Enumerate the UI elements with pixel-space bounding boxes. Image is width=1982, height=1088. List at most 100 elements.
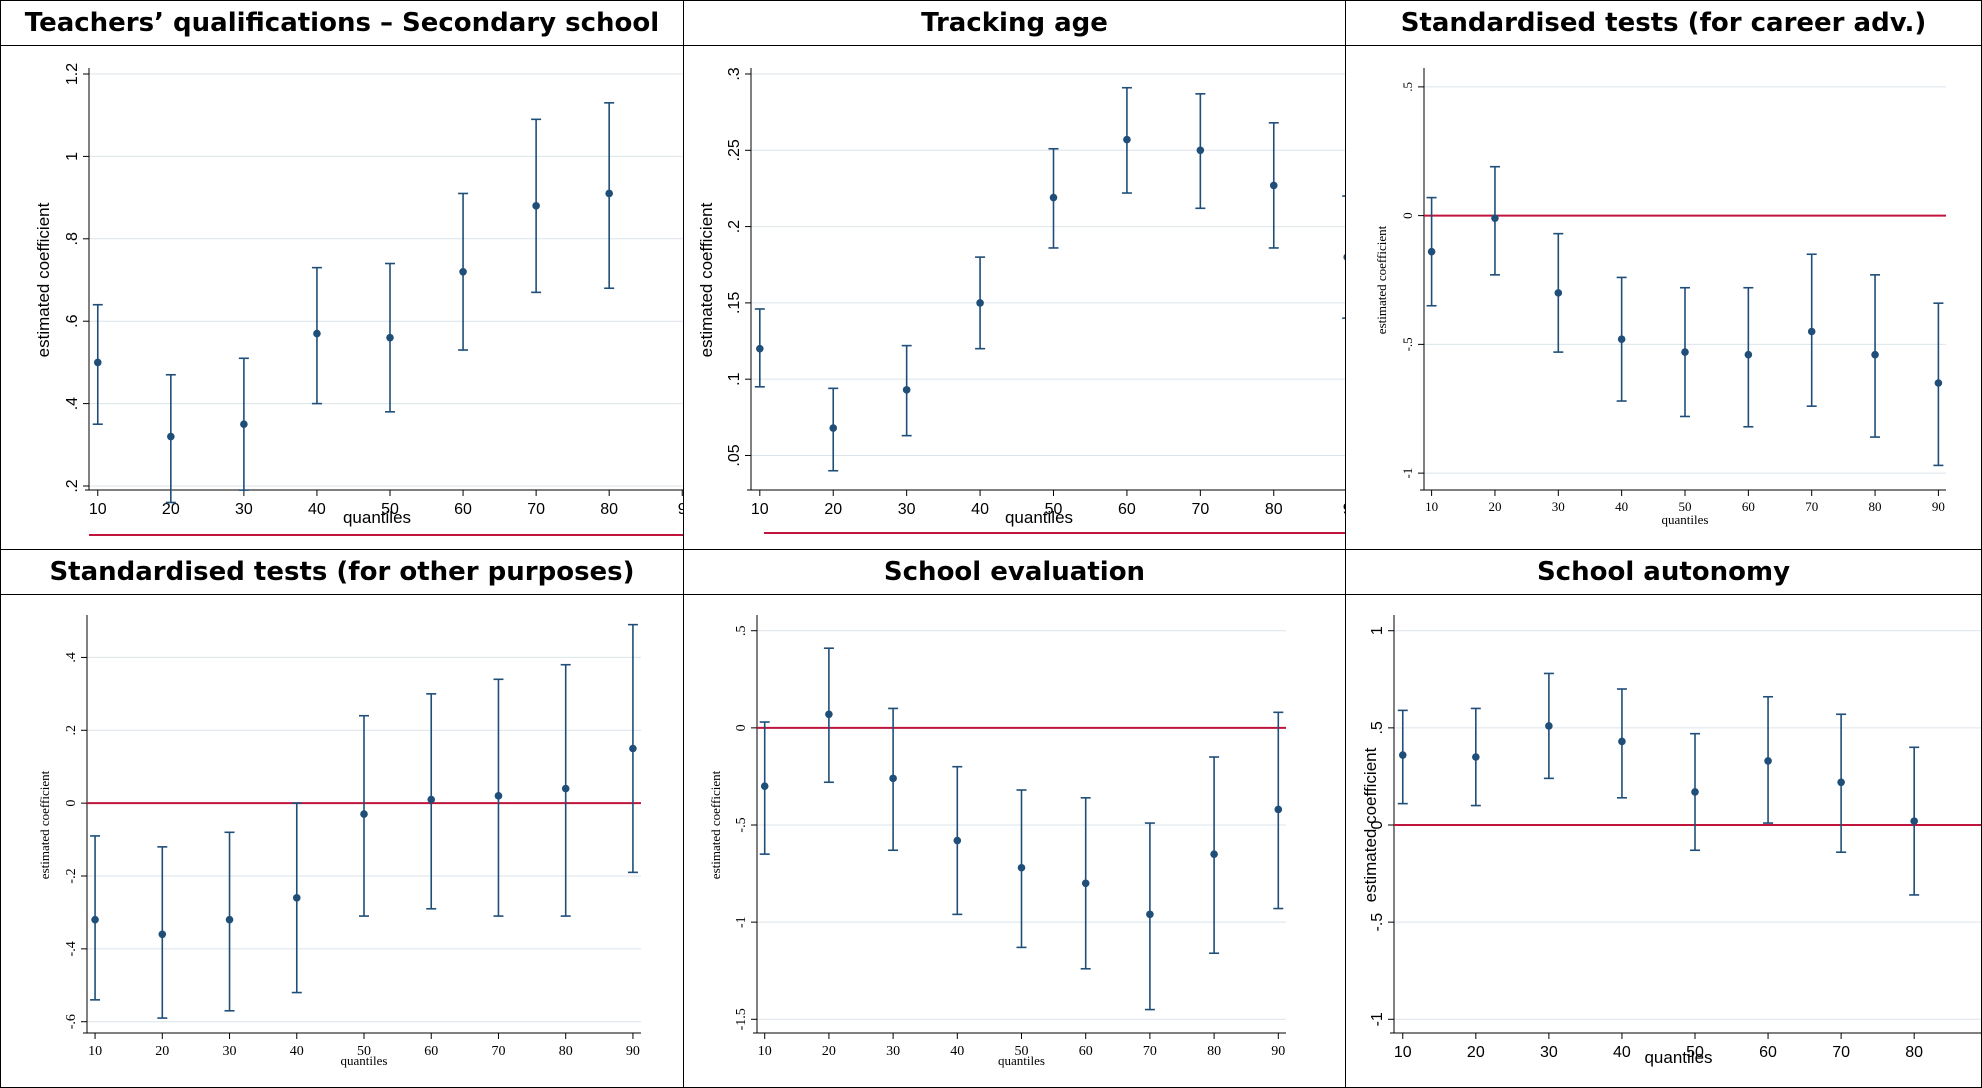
y-axis-title: estimated coefficient: [708, 770, 723, 879]
coefficient-point: [459, 267, 467, 276]
coefficient-point: [360, 810, 368, 818]
x-tick-label: 60: [1118, 501, 1136, 518]
y-tick-label: .05: [726, 444, 743, 466]
x-tick-label: 50: [1679, 499, 1692, 514]
coefficient-point: [561, 784, 570, 793]
coefficient-point: [1472, 753, 1480, 761]
x-tick-label: 90: [626, 1044, 640, 1059]
y-tick-label: .5: [1369, 721, 1386, 734]
plot-svg: .2 .4 .6 .8 1 1.2 10 20 30 40 50 60 70 80 9 quantiles es…: [34, 63, 684, 536]
x-tick-label: 60: [1759, 1044, 1777, 1061]
y-tick-label: -.5: [734, 817, 749, 832]
plot-svg: .05 .1 .15 .2 .25 .3 10 20 30 40 50 60 70 80 9 quantile…: [697, 67, 1346, 534]
x-tick-label: 10: [751, 501, 769, 518]
x-tick-label: 9: [1343, 501, 1346, 518]
coefficient-point: [240, 420, 248, 429]
x-tick-label: 30: [1552, 499, 1565, 514]
x-axis-title: quantiles: [1662, 512, 1709, 527]
x-tick-label: 80: [1207, 1044, 1221, 1059]
coefficient-point: [902, 386, 911, 394]
coefficient-point: [1807, 327, 1816, 336]
x-tick-label: 90: [1932, 499, 1945, 514]
coefficient-point: [889, 774, 897, 783]
x-tick-label: 40: [950, 1044, 964, 1059]
x-axis-title: quantiles: [341, 1053, 388, 1068]
x-tick-label: 80: [600, 501, 618, 518]
coefficient-point: [829, 424, 838, 432]
y-tick-label: 1: [64, 152, 81, 161]
coefficient-point: [313, 329, 321, 338]
x-tick-label: 80: [1905, 1044, 1923, 1061]
chart-area: -.6 -.4 -.2 0 .2 .4 10 20 30 40 50 60 70 80 90 quantile…: [1, 595, 683, 1087]
coefficient-point: [629, 744, 637, 753]
x-tick-label: 9: [678, 501, 684, 518]
x-tick-label: 80: [1265, 501, 1283, 518]
y-tick-label: -.2: [64, 868, 79, 883]
y-tick-label: 1.2: [64, 63, 81, 85]
x-tick-label: 40: [290, 1044, 304, 1059]
x-tick-label: 20: [1467, 1044, 1485, 1061]
x-tick-label: 70: [491, 1044, 505, 1059]
x-tick-label: 70: [1191, 501, 1209, 518]
x-tick-label: 90: [1271, 1044, 1285, 1059]
coefficient-point: [91, 915, 99, 924]
coefficient-point: [1196, 146, 1205, 155]
y-tick-label: .25: [726, 139, 743, 161]
x-tick-label: 30: [898, 501, 916, 518]
y-tick-label: .6: [64, 314, 81, 327]
coefficient-point: [976, 299, 984, 307]
panel-school-autonomy: School autonomy -1 -.5 0 .5 1 10 20 30 40 50 60 70 8…: [1345, 549, 1982, 1088]
coefficient-point: [532, 202, 540, 210]
plot-svg: -.6 -.4 -.2 0 .2 .4 10 20 30 40 50 60 70 80 90 quantile…: [37, 615, 641, 1068]
coefficient-point: [825, 710, 833, 719]
coefficient-point: [1910, 817, 1918, 825]
coefficient-point: [1049, 193, 1058, 202]
panel-title: Teachers’ qualifications – Secondary sch…: [1, 1, 683, 46]
coefficient-point: [756, 344, 764, 353]
y-axis-title: estimated coefficient: [34, 202, 53, 357]
coefficient-point: [1427, 247, 1436, 256]
y-tick-label: .2: [726, 220, 743, 233]
coefficient-point: [1123, 135, 1131, 144]
x-tick-label: 50: [357, 1044, 371, 1059]
panel-school-evaluation: School evaluation -1.5 -1 -.5 0 .5 10 20 30 40 50…: [683, 549, 1346, 1088]
coefficient-point: [1343, 254, 1345, 261]
coefficient-point: [1554, 289, 1563, 297]
coefficient-point: [760, 782, 769, 790]
x-tick-label: 40: [308, 501, 326, 518]
plot-svg: -1 -.5 0 .5 10 20 30 40 50 60 70 80 90 quantiles estim…: [1374, 68, 1946, 527]
x-axis-title: quantiles: [1005, 508, 1073, 527]
coefficient-point: [1934, 379, 1943, 387]
x-tick-label: 30: [235, 501, 253, 518]
x-axis-title: quantiles: [1644, 1048, 1712, 1067]
panel-standardised-tests-career: Standardised tests (for career adv.) -1-…: [1345, 0, 1982, 550]
chart-area: -1-.50.5110203040506070809quantilesestim…: [1346, 595, 1981, 1087]
y-tick-label: -1.5: [734, 1008, 749, 1030]
y-tick-label: .3: [726, 67, 743, 80]
x-axis-title: quantiles: [998, 1053, 1045, 1068]
chart-area: -1 -.5 0 .5 10 20 30 40 50 60 70 80 90 quantiles estim…: [1346, 46, 1981, 549]
y-tick-label: 1: [1369, 626, 1386, 635]
coefficient-point: [953, 836, 962, 845]
x-tick-label: 80: [1869, 499, 1882, 514]
plot-svg: -1-.50.5110203040506070809quantilesestim…: [1361, 615, 1981, 1067]
y-tick-label: -1: [734, 916, 749, 928]
x-tick-label: 70: [1143, 1044, 1157, 1059]
coefficient-point: [386, 333, 394, 342]
y-tick-label: .4: [64, 397, 81, 410]
coefficient-point: [1210, 850, 1218, 858]
coefficient-point: [225, 915, 234, 924]
x-tick-label: 30: [1540, 1044, 1558, 1061]
x-tick-label: 50: [1045, 501, 1063, 518]
x-tick-label: 50: [1015, 1044, 1029, 1059]
x-tick-label: 60: [1742, 499, 1755, 514]
chart-area: .2 .4 .6 .8 1 1.2 10 20 30 40 50 60 70 80 9 quantiles es…: [1, 46, 683, 549]
y-tick-label: 0: [64, 800, 79, 807]
y-tick-label: -.4: [64, 941, 79, 956]
coefficient-point: [1837, 778, 1845, 787]
x-tick-label: 20: [162, 501, 180, 518]
x-tick-label: 50: [381, 501, 399, 518]
panel-title: Standardised tests (for other purposes): [1, 550, 683, 595]
x-axis-title: quantiles: [343, 508, 411, 527]
